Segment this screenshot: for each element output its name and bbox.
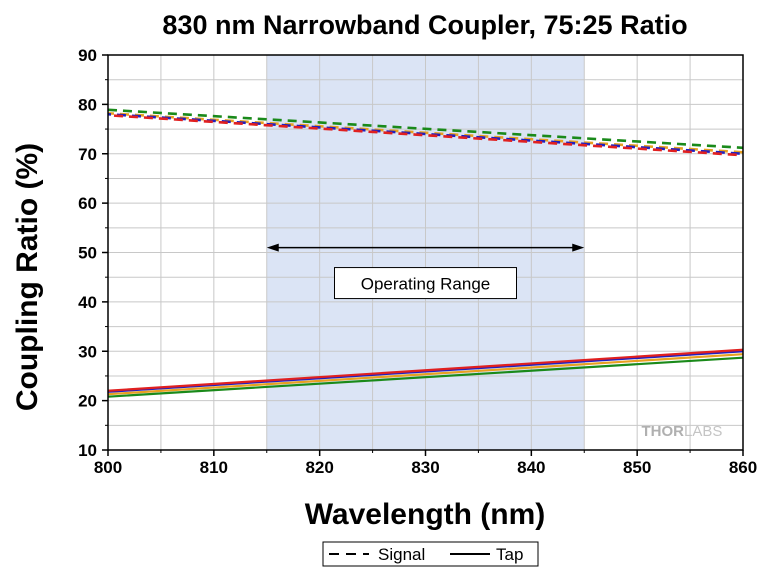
legend-signal-label: Signal — [378, 545, 425, 564]
x-tick-label: 800 — [94, 458, 122, 477]
chart-title: 830 nm Narrowband Coupler, 75:25 Ratio — [162, 10, 687, 40]
arrowhead-left-icon — [266, 243, 279, 252]
y-tick-label: 40 — [78, 293, 97, 312]
y-tick-label: 70 — [78, 145, 97, 164]
arrowhead-right-icon — [572, 243, 585, 252]
y-tick-label: 90 — [78, 46, 97, 65]
x-tick-label: 810 — [200, 458, 228, 477]
operating-range-label: Operating Range — [361, 275, 490, 294]
tap-line-4 — [107, 348, 744, 392]
y-axis-ticks: 10 20 30 40 50 60 70 80 90 — [78, 46, 108, 460]
x-tick-label: 850 — [623, 458, 651, 477]
legend-tap-label: Tap — [496, 545, 523, 564]
x-axis-label: Wavelength (nm) — [305, 498, 546, 531]
tap-line-1 — [107, 356, 744, 398]
legend: Signal Tap — [322, 541, 539, 567]
y-tick-label: 10 — [78, 441, 97, 460]
x-tick-label: 840 — [517, 458, 545, 477]
x-tick-label: 830 — [411, 458, 439, 477]
y-tick-label: 60 — [78, 194, 97, 213]
signal-line-1 — [107, 108, 744, 150]
svg-text:THOR: THOR — [642, 423, 685, 440]
thorlabs-watermark: THOR LABS — [642, 423, 723, 440]
legend-box — [322, 541, 539, 567]
svg-text:LABS: LABS — [684, 423, 722, 440]
y-axis-label: Coupling Ratio (%) — [11, 143, 44, 411]
y-tick-label: 80 — [78, 95, 97, 114]
y-tick-label: 50 — [78, 244, 97, 263]
operating-range-annotation: Operating Range — [266, 243, 585, 300]
signal-line-3 — [107, 112, 744, 156]
series-layer — [107, 108, 744, 398]
x-tick-label: 860 — [729, 458, 757, 477]
operating-range-label-box — [334, 267, 517, 300]
y-tick-label: 20 — [78, 392, 97, 411]
y-tick-label: 30 — [78, 342, 97, 361]
x-axis-ticks: 800 810 820 830 840 850 860 — [94, 450, 757, 477]
grid-lines — [108, 55, 743, 450]
tap-line-2 — [107, 353, 744, 396]
x-tick-label: 820 — [305, 458, 333, 477]
